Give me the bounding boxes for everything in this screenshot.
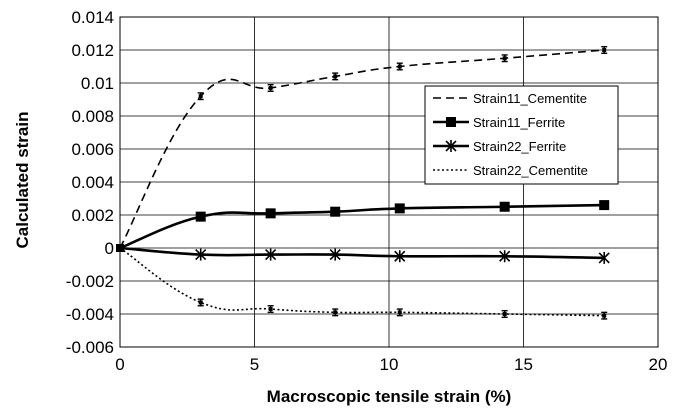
square-marker [394,203,405,214]
legend-square-marker [446,117,456,127]
y-tick-labels: 0.014 0.012 0.01 0.008 0.006 0.004 0.002 0 -0.00… [66,8,114,357]
square-marker [265,208,276,219]
y-tick-label: 0.01 [81,74,114,93]
point-marker [198,94,203,99]
plot-border [119,16,659,348]
y-tick-label: 0.002 [71,206,114,225]
x-tick-label: 15 [514,355,533,374]
legend-label: Strain11_Cementite [473,91,587,106]
point-marker [397,64,402,69]
x-tick-label: 10 [380,355,399,374]
y-tick-label: 0.006 [71,140,114,159]
x-axis-title: Macroscopic tensile strain (%) [267,387,512,406]
series-Strain22_Ferrite [119,246,610,264]
y-tick-label: 0.014 [71,8,114,27]
series-group [116,46,610,320]
point-marker [602,313,607,318]
point-marker [268,85,273,90]
x-tick-labels: 0 5 10 15 20 [115,355,667,374]
series-Strain22_Cementite [119,247,608,320]
x-tick-label: 5 [250,355,259,374]
square-marker [499,201,510,212]
y-tick-label: -0.002 [66,272,114,291]
legend: Strain11_Cementite Strain11_Ferrite Strain… [424,85,619,185]
point-marker [502,312,507,316]
y-axis-title: Calculated strain [13,112,32,249]
legend-label: Strain11_Ferrite [473,115,565,130]
y-tick-label: 0.008 [71,107,114,126]
point-marker [333,310,338,315]
point-marker [397,310,402,315]
series-Strain11_Ferrite [119,200,610,250]
legend-box [424,85,619,185]
y-tick-label: 0 [105,239,114,258]
square-marker [195,211,206,222]
point-marker [333,74,338,79]
x-tick-label: 20 [649,355,668,374]
square-marker [599,200,610,211]
series-Strain11_Cementite [119,46,608,249]
y-tick-label: -0.004 [66,305,114,324]
x-tick-label: 0 [115,355,124,374]
point-marker [268,307,273,312]
legend-label: Strain22_Ferrite [473,139,566,154]
y-tick-label: -0.006 [66,338,114,357]
point-marker [198,300,203,305]
square-marker [330,206,341,217]
y-tick-label: 0.004 [71,173,114,192]
legend-label: Strain22_Cementite [473,163,588,178]
y-tick-label: 0.012 [71,41,114,60]
point-marker [502,56,507,61]
point-marker [602,48,607,52]
